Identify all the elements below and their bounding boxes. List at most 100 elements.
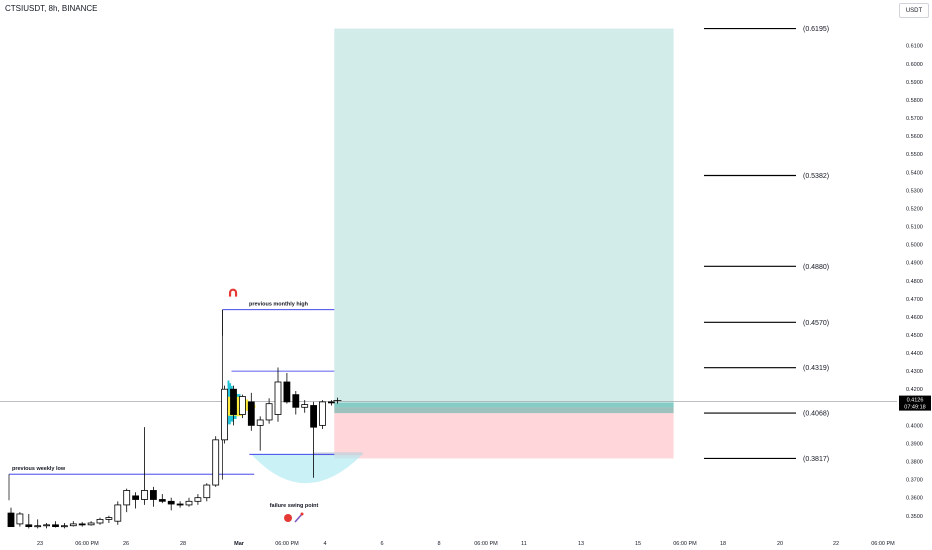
time-axis: 23 06:00 PM 26 28 Mar 06:00 PM 4 6 8 06:00 PM 11 13…	[37, 541, 895, 547]
price-tick-label: 0.3800	[906, 460, 923, 466]
profile-bar	[227, 380, 230, 384]
profile-bar	[227, 383, 232, 387]
price-tick-label: 0.5900	[906, 80, 923, 86]
time-tick-label: 13	[578, 541, 584, 547]
time-tick-label: 22	[833, 541, 839, 547]
target-level-label: (0.4880)	[803, 264, 829, 271]
candles	[7, 367, 335, 529]
time-tick-label: 11	[521, 541, 527, 547]
candle-body	[167, 500, 175, 505]
candle-body	[43, 524, 50, 527]
candle-body	[319, 401, 326, 426]
price-tick-label: 0.3500	[906, 514, 923, 520]
candle-body	[176, 503, 184, 506]
target-zone	[334, 28, 674, 408]
price-tick-label: 0.5400	[906, 170, 923, 176]
candle-body	[158, 499, 166, 502]
candle-body	[123, 490, 131, 506]
profile-bar	[227, 418, 234, 422]
time-tick-label: 23	[37, 541, 43, 547]
currency-selector[interactable]: USDT	[899, 3, 929, 18]
annotations: failure swing point	[228, 288, 319, 523]
candle-body	[25, 524, 33, 528]
reference-lines: previous monthly high previous weekly low	[0, 302, 897, 501]
current-price-label	[899, 395, 931, 411]
price-tick-label: 0.4600	[906, 315, 923, 321]
entry-band	[334, 402, 674, 414]
reference-label: previous monthly high	[249, 302, 309, 308]
swing-bowl	[251, 454, 363, 484]
price-tick-label: 0.4800	[906, 279, 923, 285]
price-tick-label: 0.5800	[906, 98, 923, 104]
price-tick-label: 0.3900	[906, 441, 923, 447]
candle-body	[203, 484, 211, 499]
candle-body	[87, 522, 95, 526]
time-tick-label: 06:00 PM	[474, 541, 498, 547]
candle-body	[194, 497, 202, 502]
target-levels: (0.6195) (0.5382) (0.4880) (0.4570) (0.4319)…	[704, 26, 829, 463]
candle-body	[52, 524, 59, 528]
time-tick-label: 06:00 PM	[75, 541, 99, 547]
target-level-label: (0.4570)	[803, 320, 829, 327]
candle-body	[221, 388, 229, 441]
candle-body	[149, 490, 157, 500]
candle-body	[114, 504, 122, 522]
time-tick-label: 15	[635, 541, 641, 547]
candle-body	[274, 381, 282, 415]
candle-body	[230, 388, 237, 415]
time-tick-label: 4	[323, 541, 326, 547]
candle-body	[34, 525, 42, 528]
candle-body	[283, 381, 291, 403]
price-tick-label: 0.4200	[906, 387, 923, 393]
price-tick-label: 0.5500	[906, 152, 923, 158]
candle-body	[265, 403, 273, 421]
candle-body	[78, 523, 86, 526]
failure-swing-label: failure swing point	[270, 503, 319, 509]
candle-body	[327, 401, 335, 404]
price-tick-label: 0.4400	[906, 351, 923, 357]
target-level-label: (0.4068)	[803, 411, 829, 418]
price-tick-label: 0.5200	[906, 206, 923, 212]
candle-body	[69, 523, 77, 527]
candle-body	[247, 401, 255, 426]
time-tick-label: 6	[380, 541, 383, 547]
current-price-value: 0.4126	[907, 398, 924, 404]
time-tick-label: 28	[180, 541, 186, 547]
price-tick-label: 0.3600	[906, 496, 923, 502]
price-tick-label: 0.5100	[906, 225, 923, 231]
price-tick-label: 0.4000	[906, 423, 923, 429]
time-tick-label: 20	[777, 541, 783, 547]
candle-body	[61, 525, 68, 528]
profile-bar	[227, 421, 231, 425]
time-tick-label: 06:00 PM	[871, 541, 895, 547]
time-tick-label: 26	[123, 541, 129, 547]
candle-body	[292, 394, 300, 408]
candle-body	[238, 396, 246, 415]
price-tick-label: 0.5300	[906, 188, 923, 194]
magnet-icon	[228, 288, 238, 297]
time-tick-label: 06:00 PM	[673, 541, 697, 547]
stop-zone	[334, 407, 674, 459]
target-level-label: (0.6195)	[803, 26, 829, 33]
rocket-tip	[300, 512, 304, 516]
rocket-icon	[294, 513, 303, 523]
symbol-title: CTSIUSDT, 8h, BINANCE	[5, 4, 98, 13]
time-tick-label: 18	[720, 541, 726, 547]
candle-body	[310, 405, 318, 428]
price-tick-label: 0.4900	[906, 261, 923, 267]
price-tick-label: 0.5600	[906, 134, 923, 140]
candle-body	[301, 404, 309, 408]
time-tick-label: 06:00 PM	[275, 541, 299, 547]
candle-body	[212, 439, 220, 486]
price-tick-label: 0.5000	[906, 243, 923, 249]
price-tick-label: 0.4300	[906, 369, 923, 375]
swing-marker	[313, 452, 363, 456]
target-level-label: (0.5382)	[803, 173, 829, 180]
profile-bar	[227, 399, 249, 403]
time-tick-label: Mar	[234, 541, 245, 547]
reference-label: previous weekly low	[12, 466, 66, 472]
candle-body	[7, 512, 15, 528]
bar-countdown: 07:49:18	[904, 405, 925, 411]
punch-icon	[284, 514, 293, 522]
